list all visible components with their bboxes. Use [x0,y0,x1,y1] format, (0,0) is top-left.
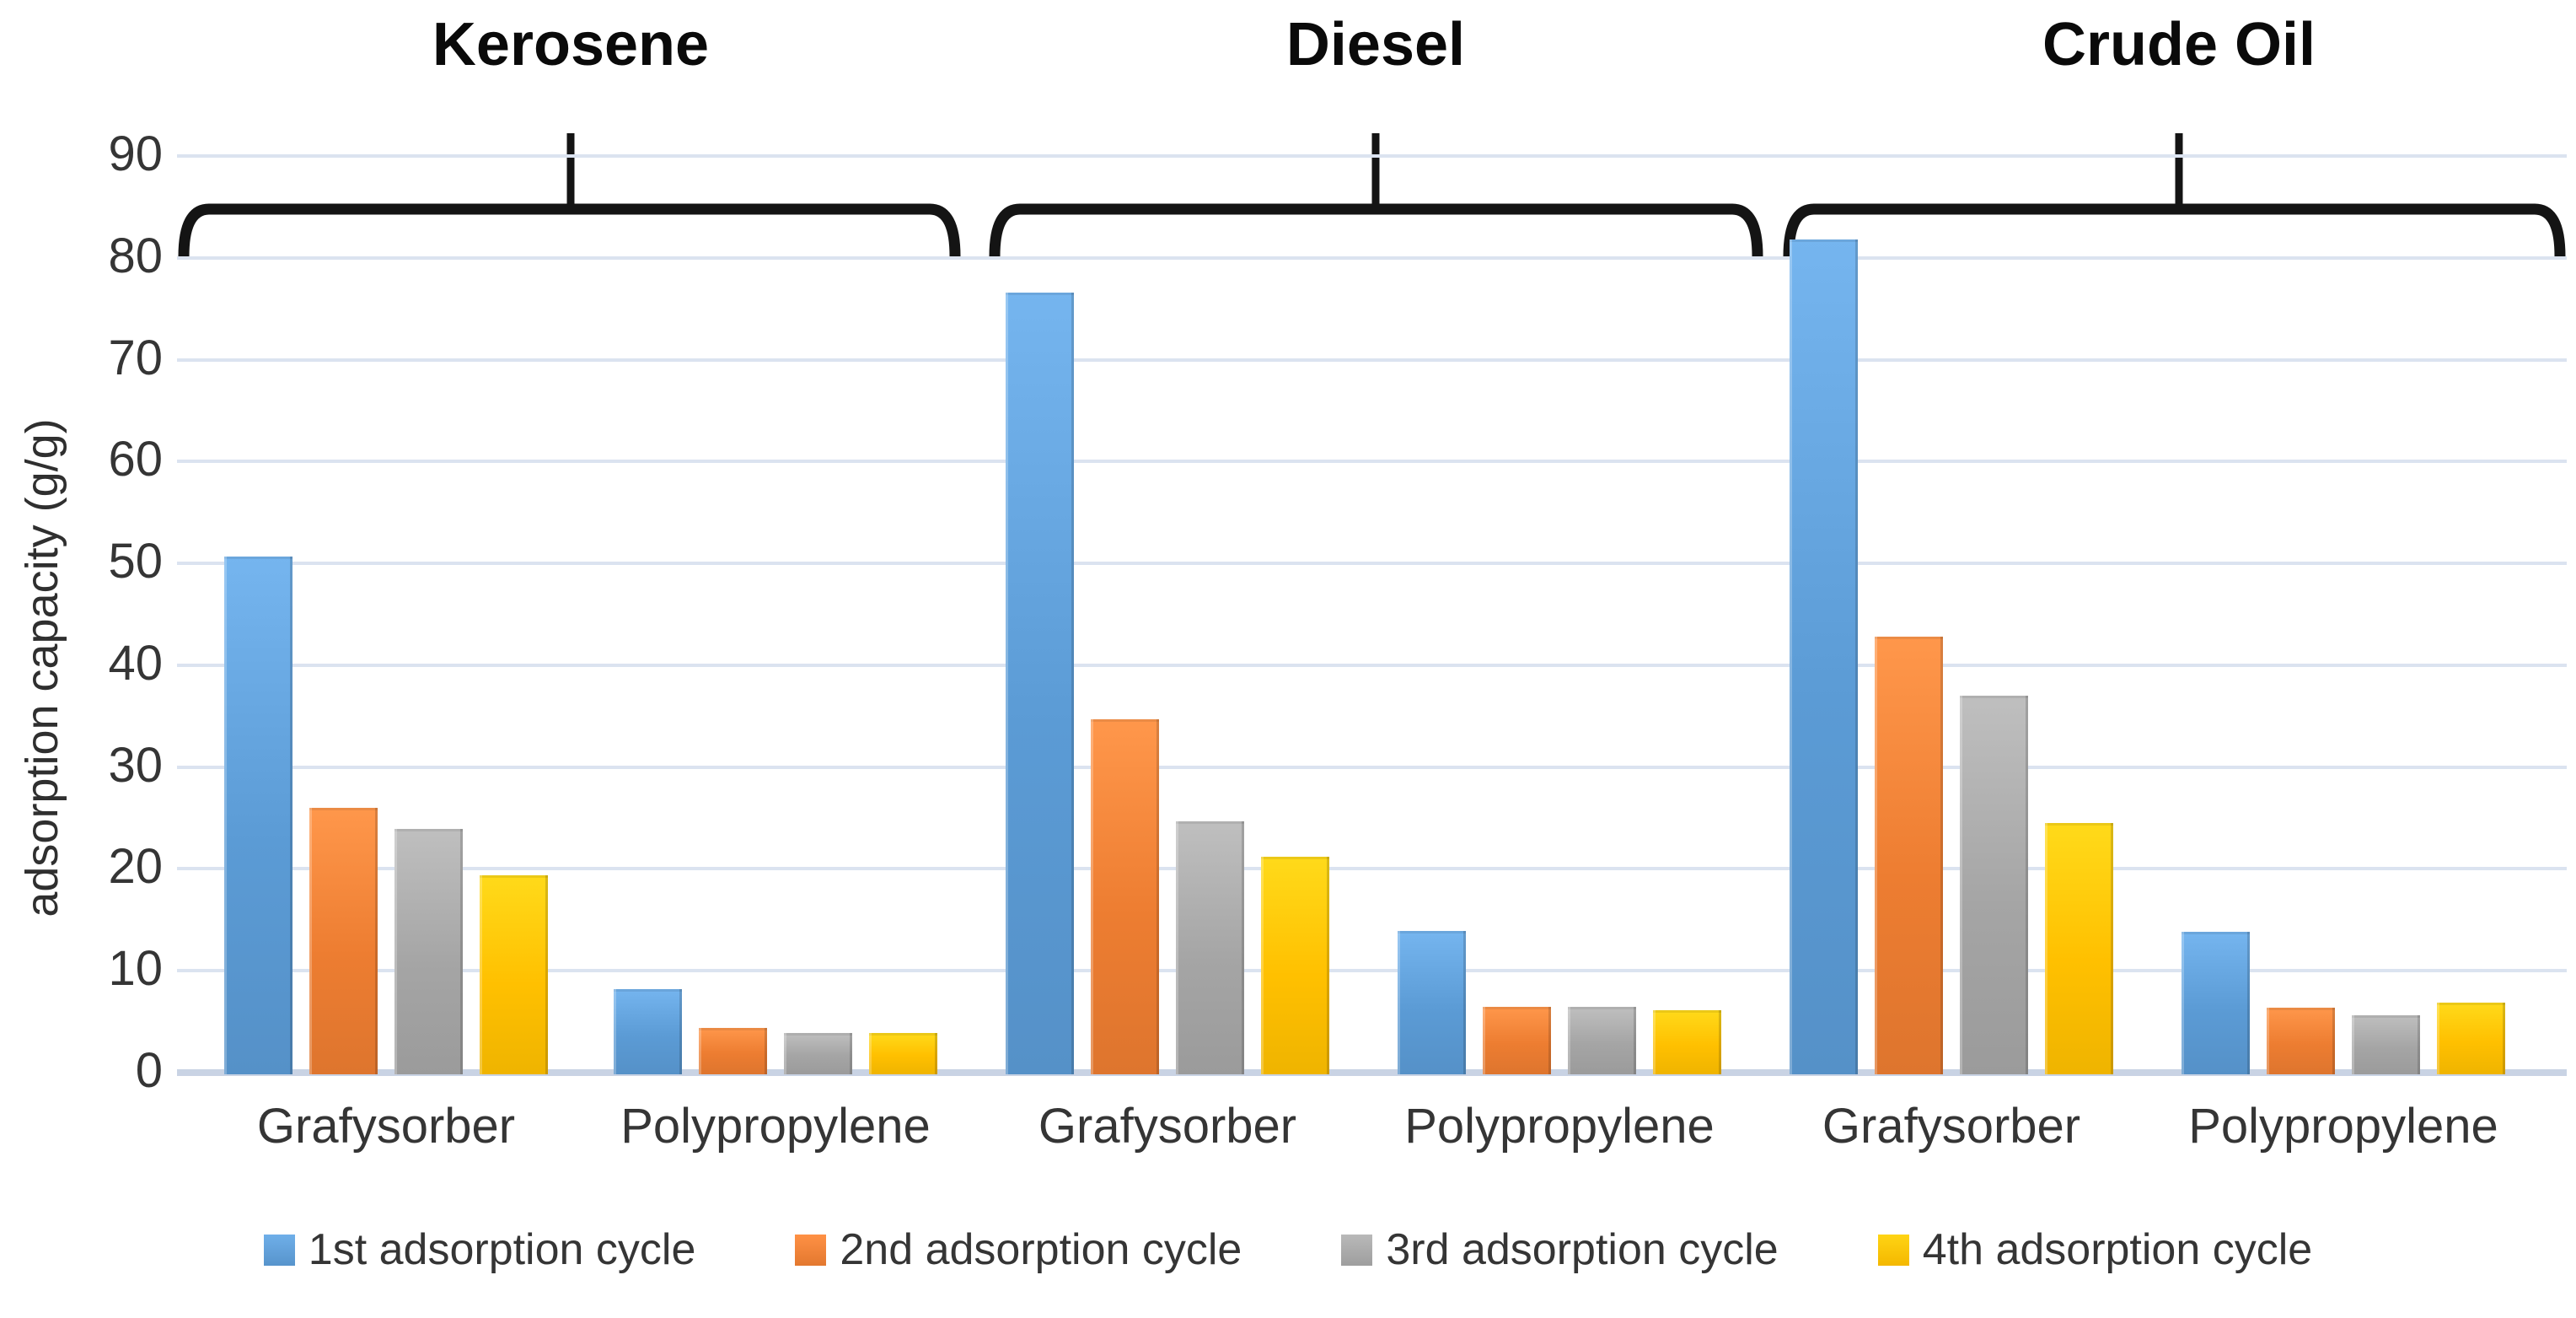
section-title-crude-oil: Crude Oil [2042,11,2316,78]
y-tick-label-70: 70 [108,330,163,385]
bar-3-cycle-grafysorber [1176,820,1244,1074]
bar-2-cycle-polypropylene [1483,1006,1551,1074]
category-label-grafysorber-4: Grafysorber [1822,1099,2081,1154]
bar-3-cycle-polypropylene [2352,1015,2420,1074]
category-label-polypropylene-5: Polypropylene [2188,1099,2498,1154]
bar-4-cycle-grafysorber [480,874,548,1074]
bar-2-cycle-polypropylene [2267,1007,2335,1074]
gridline [177,663,2567,667]
bar-1-cycle-grafysorber [1790,239,1858,1074]
y-tick-label-20: 20 [108,839,163,895]
legend-item-2: 2nd adsorption cycle [795,1224,1242,1275]
bar-1-cycle-polypropylene [2182,932,2250,1074]
y-tick-label-10: 10 [108,941,163,997]
y-tick-label-80: 80 [108,228,163,283]
bar-4-cycle-polypropylene [2437,1002,2505,1074]
legend-swatch-icon [795,1234,827,1266]
bar-2-cycle-polypropylene [699,1027,767,1074]
bar-3-cycle-polypropylene [784,1032,852,1074]
y-tick-label-90: 90 [108,126,163,181]
section-title-kerosene: Kerosene [432,11,710,78]
legend-swatch-icon [1341,1234,1373,1266]
gridline [177,460,2567,464]
section-title-diesel: Diesel [1285,11,1466,78]
bar-1-cycle-polypropylene [1398,931,1466,1074]
gridline [177,154,2567,158]
legend-swatch-icon [1877,1234,1909,1266]
y-tick-label-30: 30 [108,737,163,793]
gridline [177,867,2567,871]
gridline [177,256,2567,260]
x-axis-line [177,1069,2567,1076]
bar-4-cycle-polypropylene [1653,1010,1721,1074]
gridline [177,765,2567,769]
plot-area [177,154,2567,1076]
category-label-polypropylene-1: Polypropylene [620,1099,931,1154]
category-label-polypropylene-3: Polypropylene [1404,1099,1715,1154]
y-tick-label-60: 60 [108,432,163,487]
legend: 1st adsorption cycle 2nd adsorption cycle… [0,1224,2576,1275]
bar-2-cycle-grafysorber [309,807,378,1074]
category-label-grafysorber-2: Grafysorber [1038,1099,1297,1154]
bar-1-cycle-grafysorber [224,556,292,1074]
gridline [177,969,2567,973]
y-tick-label-40: 40 [108,635,163,691]
y-tick-label-50: 50 [108,534,163,589]
legend-item-4: 4th adsorption cycle [1877,1224,2313,1275]
bar-3-cycle-grafysorber [394,829,463,1074]
bar-4-cycle-grafysorber [2045,823,2113,1074]
bar-1-cycle-grafysorber [1006,292,1074,1074]
legend-item-3: 3rd adsorption cycle [1341,1224,1779,1275]
category-label-grafysorber-0: Grafysorber [256,1099,516,1154]
legend-label: 2nd adsorption cycle [840,1225,1242,1274]
legend-swatch-icon [263,1234,295,1266]
bar-4-cycle-grafysorber [1261,856,1329,1074]
bar-4-cycle-polypropylene [869,1032,937,1074]
y-tick-label-0: 0 [135,1043,163,1098]
gridline [177,358,2567,362]
bar-2-cycle-grafysorber [1091,718,1159,1074]
legend-label: 4th adsorption cycle [1922,1225,2313,1274]
bar-2-cycle-grafysorber [1875,637,1943,1074]
legend-item-1: 1st adsorption cycle [263,1224,696,1275]
bar-3-cycle-grafysorber [1960,696,2028,1074]
gridline [177,562,2567,566]
legend-label: 1st adsorption cycle [308,1225,696,1274]
bar-1-cycle-polypropylene [614,988,682,1074]
bar-3-cycle-polypropylene [1568,1006,1636,1074]
legend-label: 3rd adsorption cycle [1386,1225,1779,1274]
